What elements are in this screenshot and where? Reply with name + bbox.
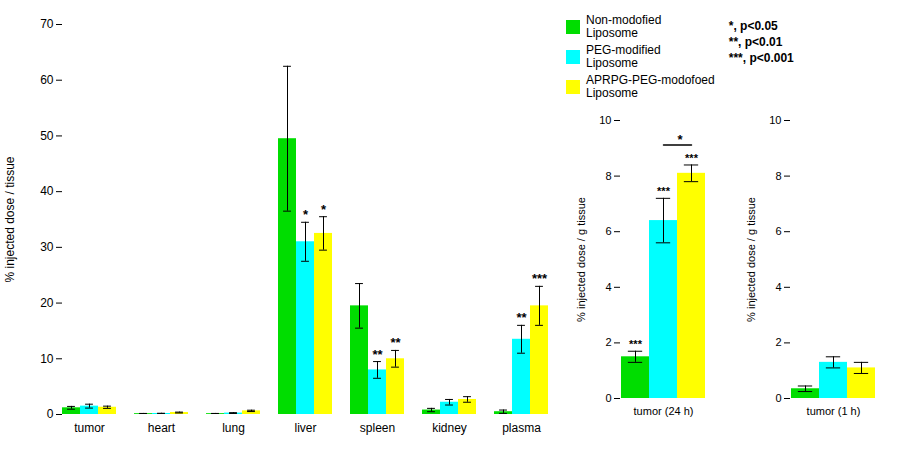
html-text:APRPG-PEG-modofoed Liposome: APRPG-PEG-modofoed Liposome xyxy=(586,73,715,100)
svg-text:lung: lung xyxy=(222,421,245,435)
svg-text:% injected dose / g tissue: % injected dose / g tissue xyxy=(745,197,757,322)
svg-text:10: 10 xyxy=(599,114,611,126)
svg-text:**: ** xyxy=(516,310,527,325)
svg-text:tumor: tumor xyxy=(74,421,105,435)
svg-text:***: *** xyxy=(685,152,699,164)
svg-text:% injected dose / g tissue: % injected dose / g tissue xyxy=(575,197,587,322)
svg-text:***: *** xyxy=(629,338,643,350)
svg-text:kidney: kidney xyxy=(432,421,467,435)
svg-text:plasma: plasma xyxy=(502,421,541,435)
svg-text:2: 2 xyxy=(775,336,781,348)
svg-text:0: 0 xyxy=(605,392,611,404)
html-text:Non-modofied Liposome: Non-modofied Liposome xyxy=(586,13,662,40)
svg-text:**: ** xyxy=(390,335,401,350)
svg-text:6: 6 xyxy=(775,225,781,237)
svg-text:tumor (24 h): tumor (24 h) xyxy=(634,405,694,417)
svg-text:40: 40 xyxy=(40,184,54,198)
svg-text:10: 10 xyxy=(769,114,781,126)
svg-text:2: 2 xyxy=(605,336,611,348)
svg-text:0: 0 xyxy=(775,392,781,404)
svg-text:20: 20 xyxy=(40,296,54,310)
svg-text:heart: heart xyxy=(148,421,176,435)
svg-text:30: 30 xyxy=(40,240,54,254)
svg-text:***: *** xyxy=(532,271,548,286)
svg-text:*: * xyxy=(678,132,684,147)
svg-text:*: * xyxy=(321,202,327,217)
svg-text:liver: liver xyxy=(294,421,316,435)
svg-text:***: *** xyxy=(657,185,671,197)
svg-text:0: 0 xyxy=(47,407,54,421)
svg-text:tumor (1 h): tumor (1 h) xyxy=(807,405,861,417)
svg-text:8: 8 xyxy=(775,170,781,182)
html-text:*, p<0.05 **, p<0.01 ***, p<0.: *, p<0.05 **, p<0.01 ***, p<0.001 xyxy=(728,19,794,65)
svg-text:% injected dose / tissue: % injected dose / tissue xyxy=(3,156,17,282)
svg-text:spleen: spleen xyxy=(360,421,395,435)
svg-text:60: 60 xyxy=(40,73,54,87)
svg-text:*: * xyxy=(303,207,309,222)
svg-text:**: ** xyxy=(372,347,383,362)
svg-text:10: 10 xyxy=(40,352,54,366)
svg-text:4: 4 xyxy=(605,281,611,293)
svg-text:50: 50 xyxy=(40,129,54,143)
svg-text:8: 8 xyxy=(605,170,611,182)
html-text:PEG-modified Liposome: PEG-modified Liposome xyxy=(586,43,661,70)
svg-text:6: 6 xyxy=(605,225,611,237)
svg-text:4: 4 xyxy=(775,281,781,293)
svg-text:70: 70 xyxy=(40,17,54,31)
